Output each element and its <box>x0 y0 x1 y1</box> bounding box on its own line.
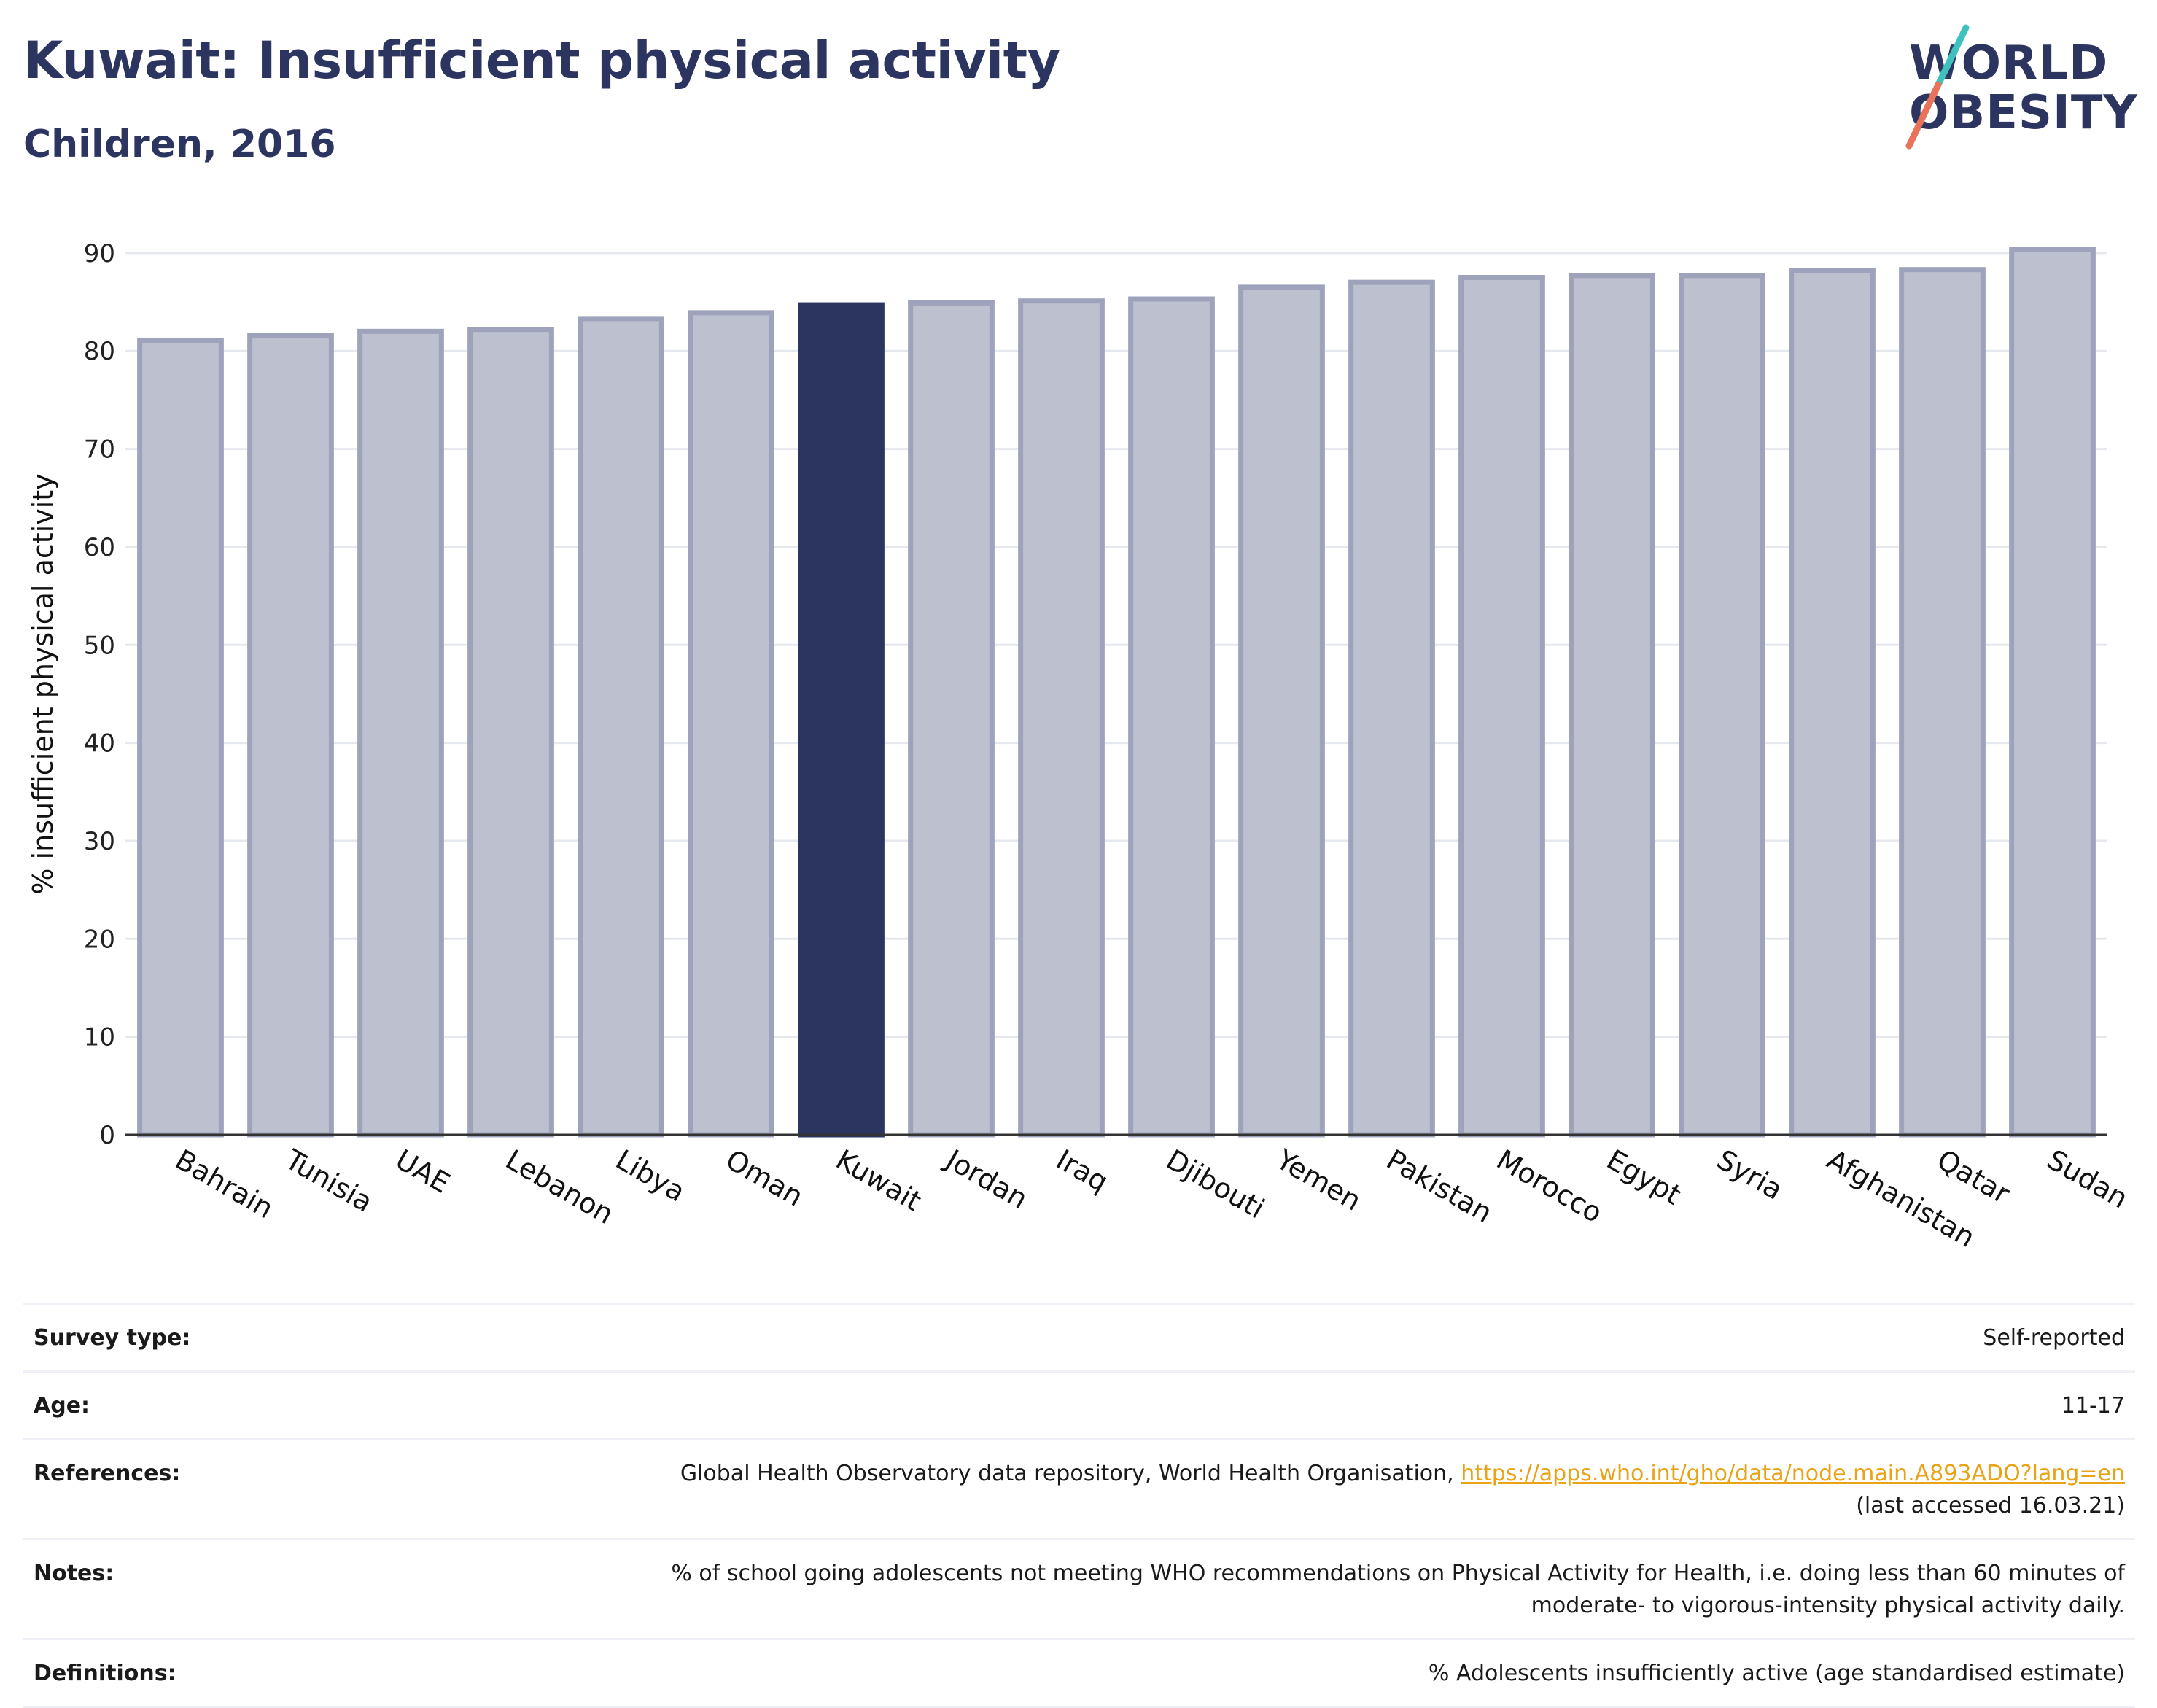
bar <box>578 316 664 1138</box>
y-tick-label: 30 <box>84 827 115 856</box>
x-tick-label: Egypt <box>1601 1144 1687 1211</box>
y-tick-label: 90 <box>84 239 115 268</box>
notes-line-2: moderate- to vigorous-intensity physical… <box>1531 1593 2125 1618</box>
y-tick-label: 80 <box>84 337 115 366</box>
info-row-definitions: Definitions: % Adolescents insufficientl… <box>23 1640 2135 1708</box>
y-tick-label: 70 <box>84 435 115 465</box>
x-tick-label: Oman <box>720 1144 809 1213</box>
bar <box>247 333 334 1138</box>
bar <box>688 310 774 1138</box>
bar <box>1789 268 1876 1138</box>
x-tick-label: Pakistan <box>1381 1144 1498 1230</box>
x-tick-label: Morocco <box>1491 1144 1608 1230</box>
x-tick-label: Libya <box>610 1144 691 1208</box>
info-row-references: References: Global Health Observatory da… <box>23 1440 2135 1540</box>
x-tick-label: Sudan <box>2042 1144 2134 1215</box>
y-axis-label: % insufficient physical activity <box>27 473 59 894</box>
x-tick-label: Syria <box>1711 1144 1788 1206</box>
x-tick-label: UAE <box>390 1144 455 1200</box>
page-subtitle: Children, 2016 <box>23 123 336 166</box>
x-tick-label: Yemen <box>1270 1143 1367 1217</box>
world-obesity-logo: WORLD OBESITY <box>1896 22 2144 160</box>
survey-type-value: Self-reported <box>1983 1325 2125 1351</box>
info-row-survey-type: Survey type: Self-reported <box>23 1305 2135 1373</box>
x-tick-label: Jordan <box>939 1143 1033 1216</box>
bar-chart: 0 10 20 30 40 50 60 70 80 90 Bahrain Tunisia UAE Leba… <box>27 239 2134 1254</box>
y-tick-label: 10 <box>84 1023 115 1052</box>
references-label: References: <box>34 1461 181 1486</box>
notes-value: % of school going adolescents not meetin… <box>671 1558 2125 1622</box>
bar <box>1458 274 1545 1138</box>
bar <box>908 300 995 1138</box>
bar <box>1679 273 1765 1138</box>
age-value: 11-17 <box>2061 1393 2125 1418</box>
definitions-label: Definitions: <box>34 1661 176 1686</box>
bar <box>1348 279 1435 1138</box>
bar <box>357 328 444 1138</box>
bar <box>1018 298 1105 1138</box>
bar <box>137 337 224 1138</box>
x-tick-label: Tunisia <box>279 1143 378 1219</box>
notes-line-1: % of school going adolescents not meetin… <box>671 1561 2125 1586</box>
x-tick-label: Qatar <box>1932 1144 2016 1211</box>
references-value: Global Health Observatory data repositor… <box>680 1458 2125 1522</box>
y-tick-label: 40 <box>84 729 115 758</box>
x-tick-label: Bahrain <box>170 1144 279 1225</box>
age-label: Age: <box>34 1393 90 1418</box>
info-row-notes: Notes: % of school going adolescents not… <box>23 1540 2135 1640</box>
y-tick-label: 50 <box>84 631 115 660</box>
bar <box>1238 284 1325 1138</box>
info-table: Survey type: Self-reported Age: 11-17 Re… <box>23 1303 2135 1708</box>
bar <box>1569 273 1655 1138</box>
y-tick-label: 60 <box>84 533 115 562</box>
notes-label: Notes: <box>34 1561 114 1586</box>
info-row-age: Age: 11-17 <box>23 1373 2135 1440</box>
references-text: Global Health Observatory data repositor… <box>680 1461 1454 1486</box>
bar <box>1899 267 1986 1138</box>
survey-type-label: Survey type: <box>34 1325 191 1351</box>
x-tick-label: Iraq <box>1051 1144 1114 1198</box>
x-tick-label: Kuwait <box>831 1144 927 1218</box>
references-accessed: (last accessed 16.03.21) <box>1856 1493 2125 1518</box>
bar <box>2009 246 2096 1138</box>
references-link[interactable]: https://apps.who.int/gho/data/node.main.… <box>1461 1461 2125 1486</box>
y-tick-label: 20 <box>84 925 115 954</box>
page-title: Kuwait: Insufficient physical activity <box>23 31 1060 90</box>
x-tick-label: Djibouti <box>1161 1144 1270 1225</box>
y-tick-label: 0 <box>99 1121 115 1150</box>
bar <box>798 302 885 1138</box>
bar <box>1128 296 1215 1138</box>
definitions-value: % Adolescents insufficiently active (age… <box>1428 1661 2125 1686</box>
x-tick-label: Lebanon <box>500 1144 619 1230</box>
bar <box>467 327 554 1138</box>
logo-line-2: OBESITY <box>1909 86 2138 140</box>
logo-slash-icon <box>1905 24 1970 150</box>
